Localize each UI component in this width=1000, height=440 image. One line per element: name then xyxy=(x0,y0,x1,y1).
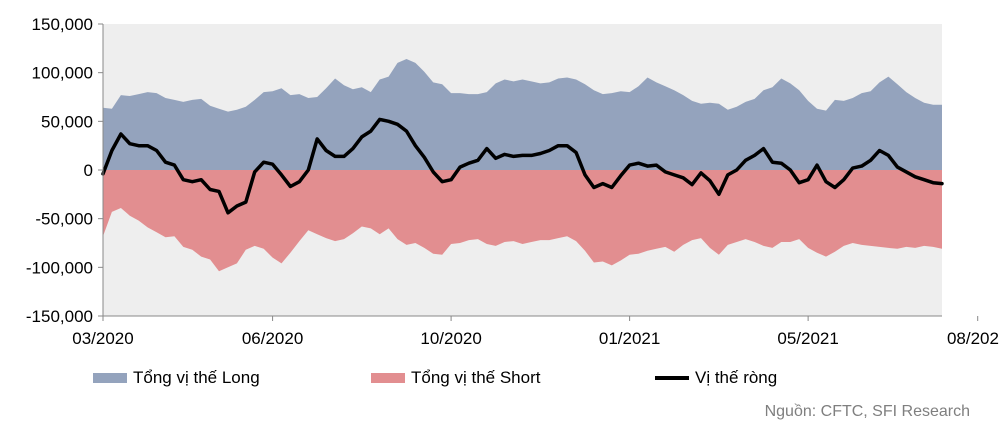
y-tick-label: 50,000 xyxy=(41,112,93,131)
y-tick-label: 100,000 xyxy=(32,64,93,83)
chart: 150,000 100,000 50,000 0 -50,000 -100,000 -150… xyxy=(26,15,1000,348)
x-tick-label: 01/2021 xyxy=(599,329,660,348)
legend-label-short: Tổng vị thế Short xyxy=(411,368,541,387)
series-2 xyxy=(101,117,944,215)
x-ticks: 03/2020 06/2020 10/2020 01/2021 05/2021 08/20… xyxy=(72,316,1000,348)
y-tick-label: 150,000 xyxy=(32,15,93,34)
legend-swatch-long xyxy=(93,373,127,383)
x-tick-label: 03/2020 xyxy=(72,329,133,348)
x-tick-label: 05/2021 xyxy=(777,329,838,348)
source-note: Nguồn: CFTC, SFI Research xyxy=(764,403,970,420)
legend-item-short: Tổng vị thế Short xyxy=(371,368,540,388)
y-tick-label: -150,000 xyxy=(26,307,93,326)
legend-line-net xyxy=(655,376,689,380)
series-0 xyxy=(103,59,942,170)
series-1 xyxy=(103,170,942,272)
y-tick-label: -50,000 xyxy=(35,210,93,229)
y-ticks: 150,000 100,000 50,000 0 -50,000 -100,000 -150… xyxy=(26,15,103,326)
x-tick-label: 10/2020 xyxy=(420,329,481,348)
legend-item-long: Tổng vị thế Long xyxy=(93,368,260,388)
legend: Tổng vị thế Long Tổng vị thế Short Vị th… xyxy=(0,368,1000,398)
legend-swatch-short xyxy=(371,373,405,383)
x-tick-label: 06/2020 xyxy=(242,329,303,348)
legend-label-net: Vị thế ròng xyxy=(695,368,778,387)
area-layer xyxy=(103,59,942,272)
legend-label-long: Tổng vị thế Long xyxy=(133,368,260,387)
y-tick-label: 0 xyxy=(84,161,93,180)
line-layer xyxy=(101,117,944,215)
x-tick-label: 08/2021 xyxy=(947,329,1000,348)
y-tick-label: -100,000 xyxy=(26,258,93,277)
legend-item-net: Vị thế ròng xyxy=(655,368,777,388)
